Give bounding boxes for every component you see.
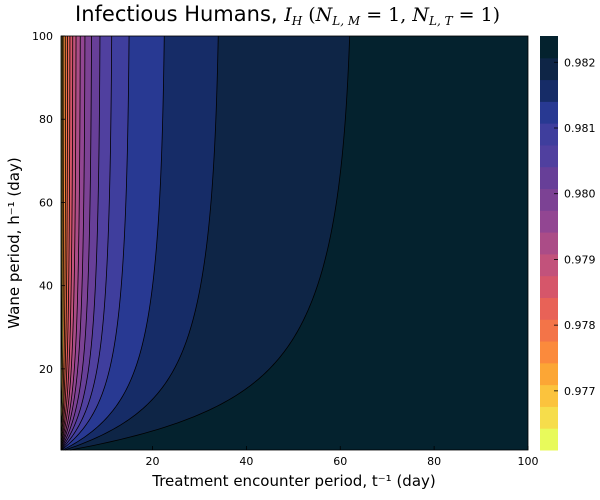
contour-line bbox=[60, 35, 92, 451]
contour-line bbox=[60, 36, 68, 450]
colorbar-segment bbox=[540, 275, 558, 298]
colorbar-segment bbox=[540, 406, 558, 429]
colorbar-segment bbox=[540, 123, 558, 146]
contour-line bbox=[60, 36, 81, 450]
contour-line bbox=[60, 35, 101, 451]
title-eq-1: = 1, bbox=[360, 4, 412, 26]
y-axis-label: Wane period, h⁻¹ (day) bbox=[5, 157, 23, 328]
y-tick-label: 80 bbox=[39, 113, 53, 126]
colorbar-segment bbox=[540, 210, 558, 233]
svg-text:Infectious Humans, IH (NL, M =: Infectious Humans, IH (NL, M = 1, NL, T … bbox=[75, 2, 500, 28]
contour-line bbox=[60, 35, 86, 450]
colorbar-segment bbox=[540, 362, 558, 386]
colorbar-segment bbox=[540, 319, 558, 342]
colorbar-tick-label: 0.979 bbox=[564, 253, 596, 266]
plot-frame bbox=[60, 35, 529, 451]
title-n-subscript-2: L, T bbox=[428, 14, 454, 28]
contour-line bbox=[60, 35, 71, 450]
colorbar-segment bbox=[540, 79, 558, 102]
colorbar-tick-label: 0.978 bbox=[564, 319, 596, 332]
colorbar-tick-label: 0.982 bbox=[564, 56, 596, 69]
y-tick-label: 60 bbox=[39, 196, 53, 209]
x-axis-label: Treatment encounter period, t⁻¹ (day) bbox=[151, 472, 436, 490]
colorbar-segment bbox=[540, 297, 558, 320]
x-axis-ticks: 20 40 60 80 100 bbox=[146, 446, 539, 468]
contour-bands bbox=[61, 36, 528, 450]
colorbar-segment bbox=[540, 57, 558, 81]
colorbar-segment bbox=[540, 253, 558, 277]
colorbar-segment bbox=[540, 166, 558, 190]
x-tick-label: 60 bbox=[333, 455, 347, 468]
title-n-symbol-2: N bbox=[411, 4, 430, 26]
chart-title: Infectious Humans, IH (NL, M = 1, NL, T … bbox=[75, 2, 500, 28]
contour-line bbox=[60, 36, 67, 450]
x-tick-label: 80 bbox=[427, 455, 441, 468]
contour-line bbox=[60, 36, 74, 450]
contour-line bbox=[62, 35, 165, 451]
colorbar-segment bbox=[540, 341, 558, 364]
contour-line bbox=[64, 35, 219, 451]
contour-line bbox=[60, 35, 113, 451]
contour-line bbox=[61, 35, 130, 451]
x-tick-label: 20 bbox=[146, 455, 160, 468]
y-axis-ticks: 20 40 60 80 100 bbox=[32, 30, 65, 376]
colorbar-segment bbox=[540, 144, 558, 168]
colorbar bbox=[540, 36, 558, 451]
x-tick-label: 100 bbox=[518, 455, 539, 468]
title-cond-open: ( bbox=[302, 4, 315, 26]
colorbar-ticks: 0.977 0.978 0.979 0.980 0.981 0.982 bbox=[554, 56, 596, 398]
contour-line bbox=[60, 35, 77, 450]
colorbar-tick-label: 0.980 bbox=[564, 188, 596, 201]
y-tick-label: 100 bbox=[32, 30, 53, 43]
colorbar-segment bbox=[540, 232, 558, 255]
colorbar-tick-label: 0.981 bbox=[564, 122, 596, 135]
colorbar-tick-label: 0.977 bbox=[564, 385, 596, 398]
contour-line bbox=[60, 35, 65, 450]
title-eq-2: = 1) bbox=[453, 4, 501, 26]
title-symbol-subscript: H bbox=[291, 14, 303, 28]
title-prefix: Infectious Humans, bbox=[75, 2, 284, 26]
y-tick-label: 20 bbox=[39, 363, 53, 376]
title-n-subscript-1: L, M bbox=[331, 14, 361, 28]
title-symbol: I bbox=[283, 4, 292, 26]
colorbar-segment bbox=[540, 101, 558, 124]
colorbar-segment bbox=[540, 384, 558, 407]
y-tick-label: 40 bbox=[39, 280, 53, 293]
colorbar-segment bbox=[540, 188, 558, 211]
colorbar-segment bbox=[540, 36, 558, 59]
x-tick-label: 40 bbox=[239, 455, 253, 468]
colorbar-segment bbox=[540, 428, 558, 451]
contour-line bbox=[70, 35, 351, 451]
title-n-symbol-1: N bbox=[315, 4, 334, 26]
